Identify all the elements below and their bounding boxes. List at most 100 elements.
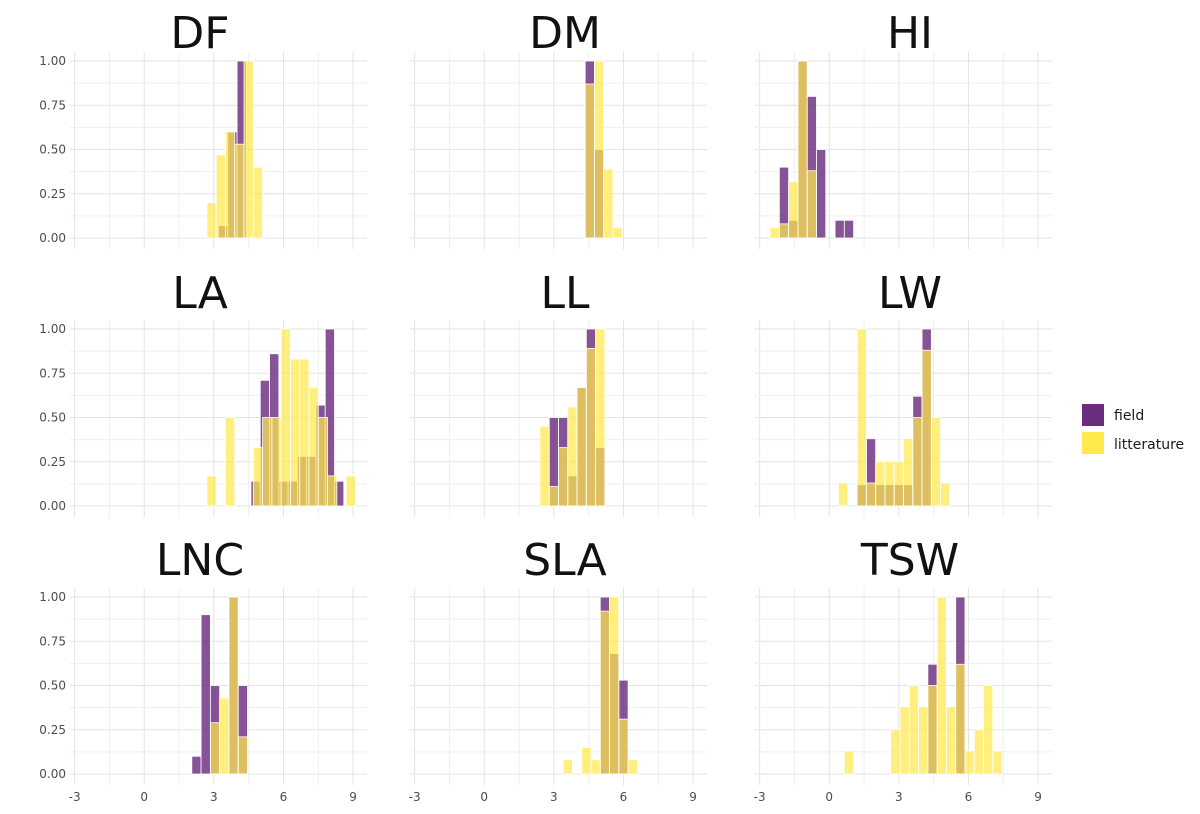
bar-litterature — [345, 475, 356, 507]
x-tick-label: 9 — [349, 790, 357, 804]
panel-hi: HI — [755, 8, 1052, 249]
x-tick-label: 3 — [210, 790, 218, 804]
legend-swatch-field — [1082, 404, 1104, 426]
x-tick-label: -3 — [69, 790, 81, 804]
bar-litterature — [908, 685, 919, 775]
bar-litterature — [797, 60, 808, 239]
bar-litterature — [271, 417, 282, 507]
bar-litterature — [219, 697, 230, 775]
bar-litterature — [327, 475, 338, 507]
bar-litterature — [778, 223, 790, 239]
bar-litterature — [290, 358, 301, 507]
bar-litterature — [308, 387, 319, 507]
bar-litterature — [912, 417, 923, 507]
bar-litterature — [562, 759, 573, 775]
y-tick-label: 0.50 — [39, 411, 66, 425]
bar-litterature — [930, 417, 942, 507]
bar-litterature — [609, 596, 620, 775]
bar-litterature — [548, 486, 559, 507]
bar-litterature — [890, 729, 901, 775]
panel-df: DF 0.00 0.25 0.50 0.75 1.00 — [39, 8, 367, 249]
bar-litterature — [612, 226, 623, 239]
x-tick-label: 3 — [895, 790, 903, 804]
y-tick-label: 0.50 — [39, 679, 66, 693]
legend-label-field: field — [1114, 408, 1144, 424]
bar-litterature — [576, 387, 587, 507]
bar-litterature — [299, 358, 310, 507]
bar-litterature — [918, 706, 929, 775]
bar-litterature — [875, 461, 886, 507]
bar-litterature — [603, 168, 614, 239]
bar-litterature — [788, 180, 799, 239]
y-tick-label: 0.00 — [39, 499, 66, 513]
bar-litterature — [627, 759, 638, 775]
bar-field — [200, 614, 211, 775]
bar-litterature — [893, 461, 904, 507]
panel-title: DF — [170, 8, 229, 59]
bar-litterature — [838, 482, 849, 507]
legend-swatch-litterature — [1082, 432, 1104, 454]
y-tick-label: 1.00 — [39, 590, 66, 604]
x-tick-label: -3 — [754, 790, 766, 804]
bar-litterature — [992, 750, 1003, 775]
legend-label-litterature: litterature — [1114, 437, 1184, 453]
bar-litterature — [946, 706, 957, 775]
bar-field — [843, 219, 855, 239]
bar-litterature — [964, 750, 975, 775]
bar-litterature — [618, 718, 629, 775]
x-tick-label: 0 — [140, 790, 148, 804]
panel-title: LA — [172, 268, 228, 319]
legend: field litterature — [1082, 404, 1184, 454]
x-tick-label: 6 — [620, 790, 628, 804]
y-tick-label: 0.75 — [39, 634, 66, 648]
bar-field — [191, 755, 202, 775]
x-tick-label: 0 — [825, 790, 833, 804]
bar-litterature — [539, 425, 550, 507]
bar-litterature — [940, 482, 951, 507]
bar-litterature — [594, 60, 605, 239]
panel-tsw: TSW -3 0 3 6 9 — [754, 535, 1052, 804]
bar-litterature — [921, 349, 932, 507]
y-tick-label: 0.25 — [39, 455, 66, 469]
bar-litterature — [865, 482, 877, 507]
panel-ll: LL — [410, 268, 707, 517]
bar-litterature — [856, 328, 867, 507]
y-tick-label: 0.75 — [39, 366, 66, 380]
bar-litterature — [899, 706, 910, 775]
bar-litterature — [280, 328, 291, 507]
y-tick-label: 0.25 — [39, 187, 66, 201]
panels: DF 0.00 0.25 0.50 0.75 1.00 DM HI LA 0.00 0.25 0.50… — [39, 8, 1052, 804]
bar-litterature — [234, 143, 245, 239]
bar-litterature — [567, 406, 578, 507]
panel-title: TSW — [860, 535, 959, 586]
bar-litterature — [599, 610, 610, 775]
bar-litterature — [584, 83, 595, 239]
bar-litterature — [595, 328, 606, 507]
bar-litterature — [769, 226, 780, 239]
panel-title: SLA — [523, 535, 607, 586]
bar-field — [834, 219, 845, 239]
x-tick-label: 9 — [1034, 790, 1042, 804]
panel-title: HI — [887, 8, 933, 59]
y-tick-label: 0.00 — [39, 231, 66, 245]
bar-litterature — [215, 154, 226, 239]
bar-litterature — [252, 447, 263, 507]
x-tick-label: 9 — [689, 790, 697, 804]
panel-dm: DM — [410, 8, 707, 249]
bar-litterature — [243, 60, 254, 239]
bar-litterature — [884, 461, 895, 507]
bar-litterature — [806, 170, 817, 239]
x-tick-label: -3 — [409, 790, 421, 804]
x-tick-label: 0 — [480, 790, 488, 804]
bar-litterature — [228, 596, 239, 775]
bar-litterature — [936, 596, 947, 775]
bar-litterature — [590, 759, 601, 775]
bar-litterature — [581, 747, 592, 775]
panel-title: LL — [540, 268, 590, 319]
y-tick-label: 0.50 — [39, 143, 66, 157]
bar-litterature — [237, 736, 248, 775]
y-tick-label: 0.25 — [39, 723, 66, 737]
panel-title: LW — [878, 268, 942, 319]
panel-title: LNC — [156, 535, 244, 586]
bar-field — [816, 149, 827, 239]
